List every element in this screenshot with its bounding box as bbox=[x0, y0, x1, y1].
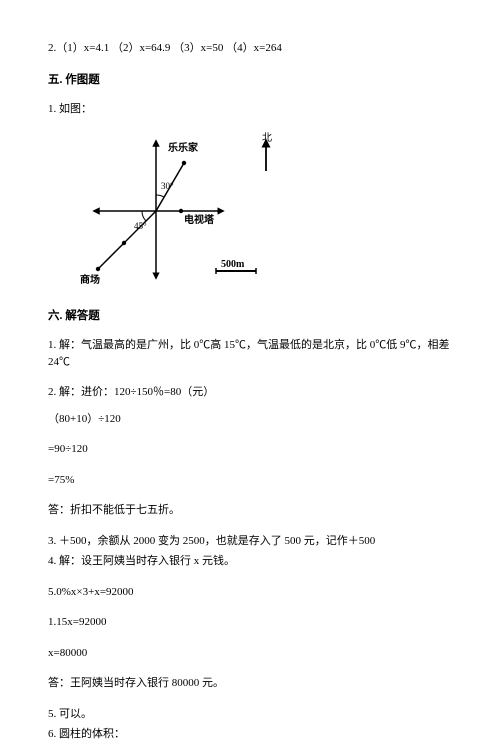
section-5-heading: 五. 作图题 bbox=[48, 71, 452, 87]
answer-6: 6. 圆柱的体积： bbox=[48, 726, 452, 743]
answer-1: 1. 解：气温最高的是广州，比 0℃高 15℃，气温最低的是北京，比 0℃低 9… bbox=[48, 337, 452, 370]
answer-2-line3: =90÷120 bbox=[48, 441, 452, 458]
scale-label: 500m bbox=[221, 259, 245, 270]
answer-4-line2: 5.0%x×3+x=92000 bbox=[48, 584, 452, 601]
answer-2-line2: （80+10）÷120 bbox=[48, 411, 452, 428]
angle30-label: 30° bbox=[161, 181, 174, 191]
answer-4-line3: 1.15x=92000 bbox=[48, 614, 452, 631]
answer-2-line4: =75% bbox=[48, 472, 452, 489]
answer-4-line1: 4. 解：设王阿姨当时存入银行 x 元钱。 bbox=[48, 553, 452, 570]
mall-label: 商场 bbox=[80, 273, 100, 286]
q5-1-prompt: 1. 如图： bbox=[48, 101, 452, 118]
answer-5: 5. 可以。 bbox=[48, 706, 452, 723]
diagram-svg: 北 乐乐家 30° 45° 电视塔 商场 500m bbox=[76, 131, 286, 291]
answer-4-line4: x=80000 bbox=[48, 645, 452, 662]
section-6-heading: 六. 解答题 bbox=[48, 307, 452, 323]
answer-2-final: 答：折扣不能低于七五折。 bbox=[48, 502, 452, 519]
direction-diagram: 北 乐乐家 30° 45° 电视塔 商场 500m bbox=[76, 131, 452, 291]
angle45-label: 45° bbox=[134, 221, 147, 231]
answer-2-line1: 2. 解：进价：120÷150％=80（元） bbox=[48, 384, 452, 401]
tower-label: 电视塔 bbox=[184, 213, 215, 226]
q2-answers: 2.（1）x=4.1 （2）x=64.9 （3）x=50 （4）x=264 bbox=[48, 40, 452, 57]
north-label: 北 bbox=[262, 132, 272, 144]
answer-4-final: 答：王阿姨当时存入银行 80000 元。 bbox=[48, 675, 452, 692]
answer-3: 3. ＋500，余额从 2000 变为 2500，也就是存入了 500 元，记作… bbox=[48, 533, 452, 550]
home-label: 乐乐家 bbox=[168, 141, 199, 154]
